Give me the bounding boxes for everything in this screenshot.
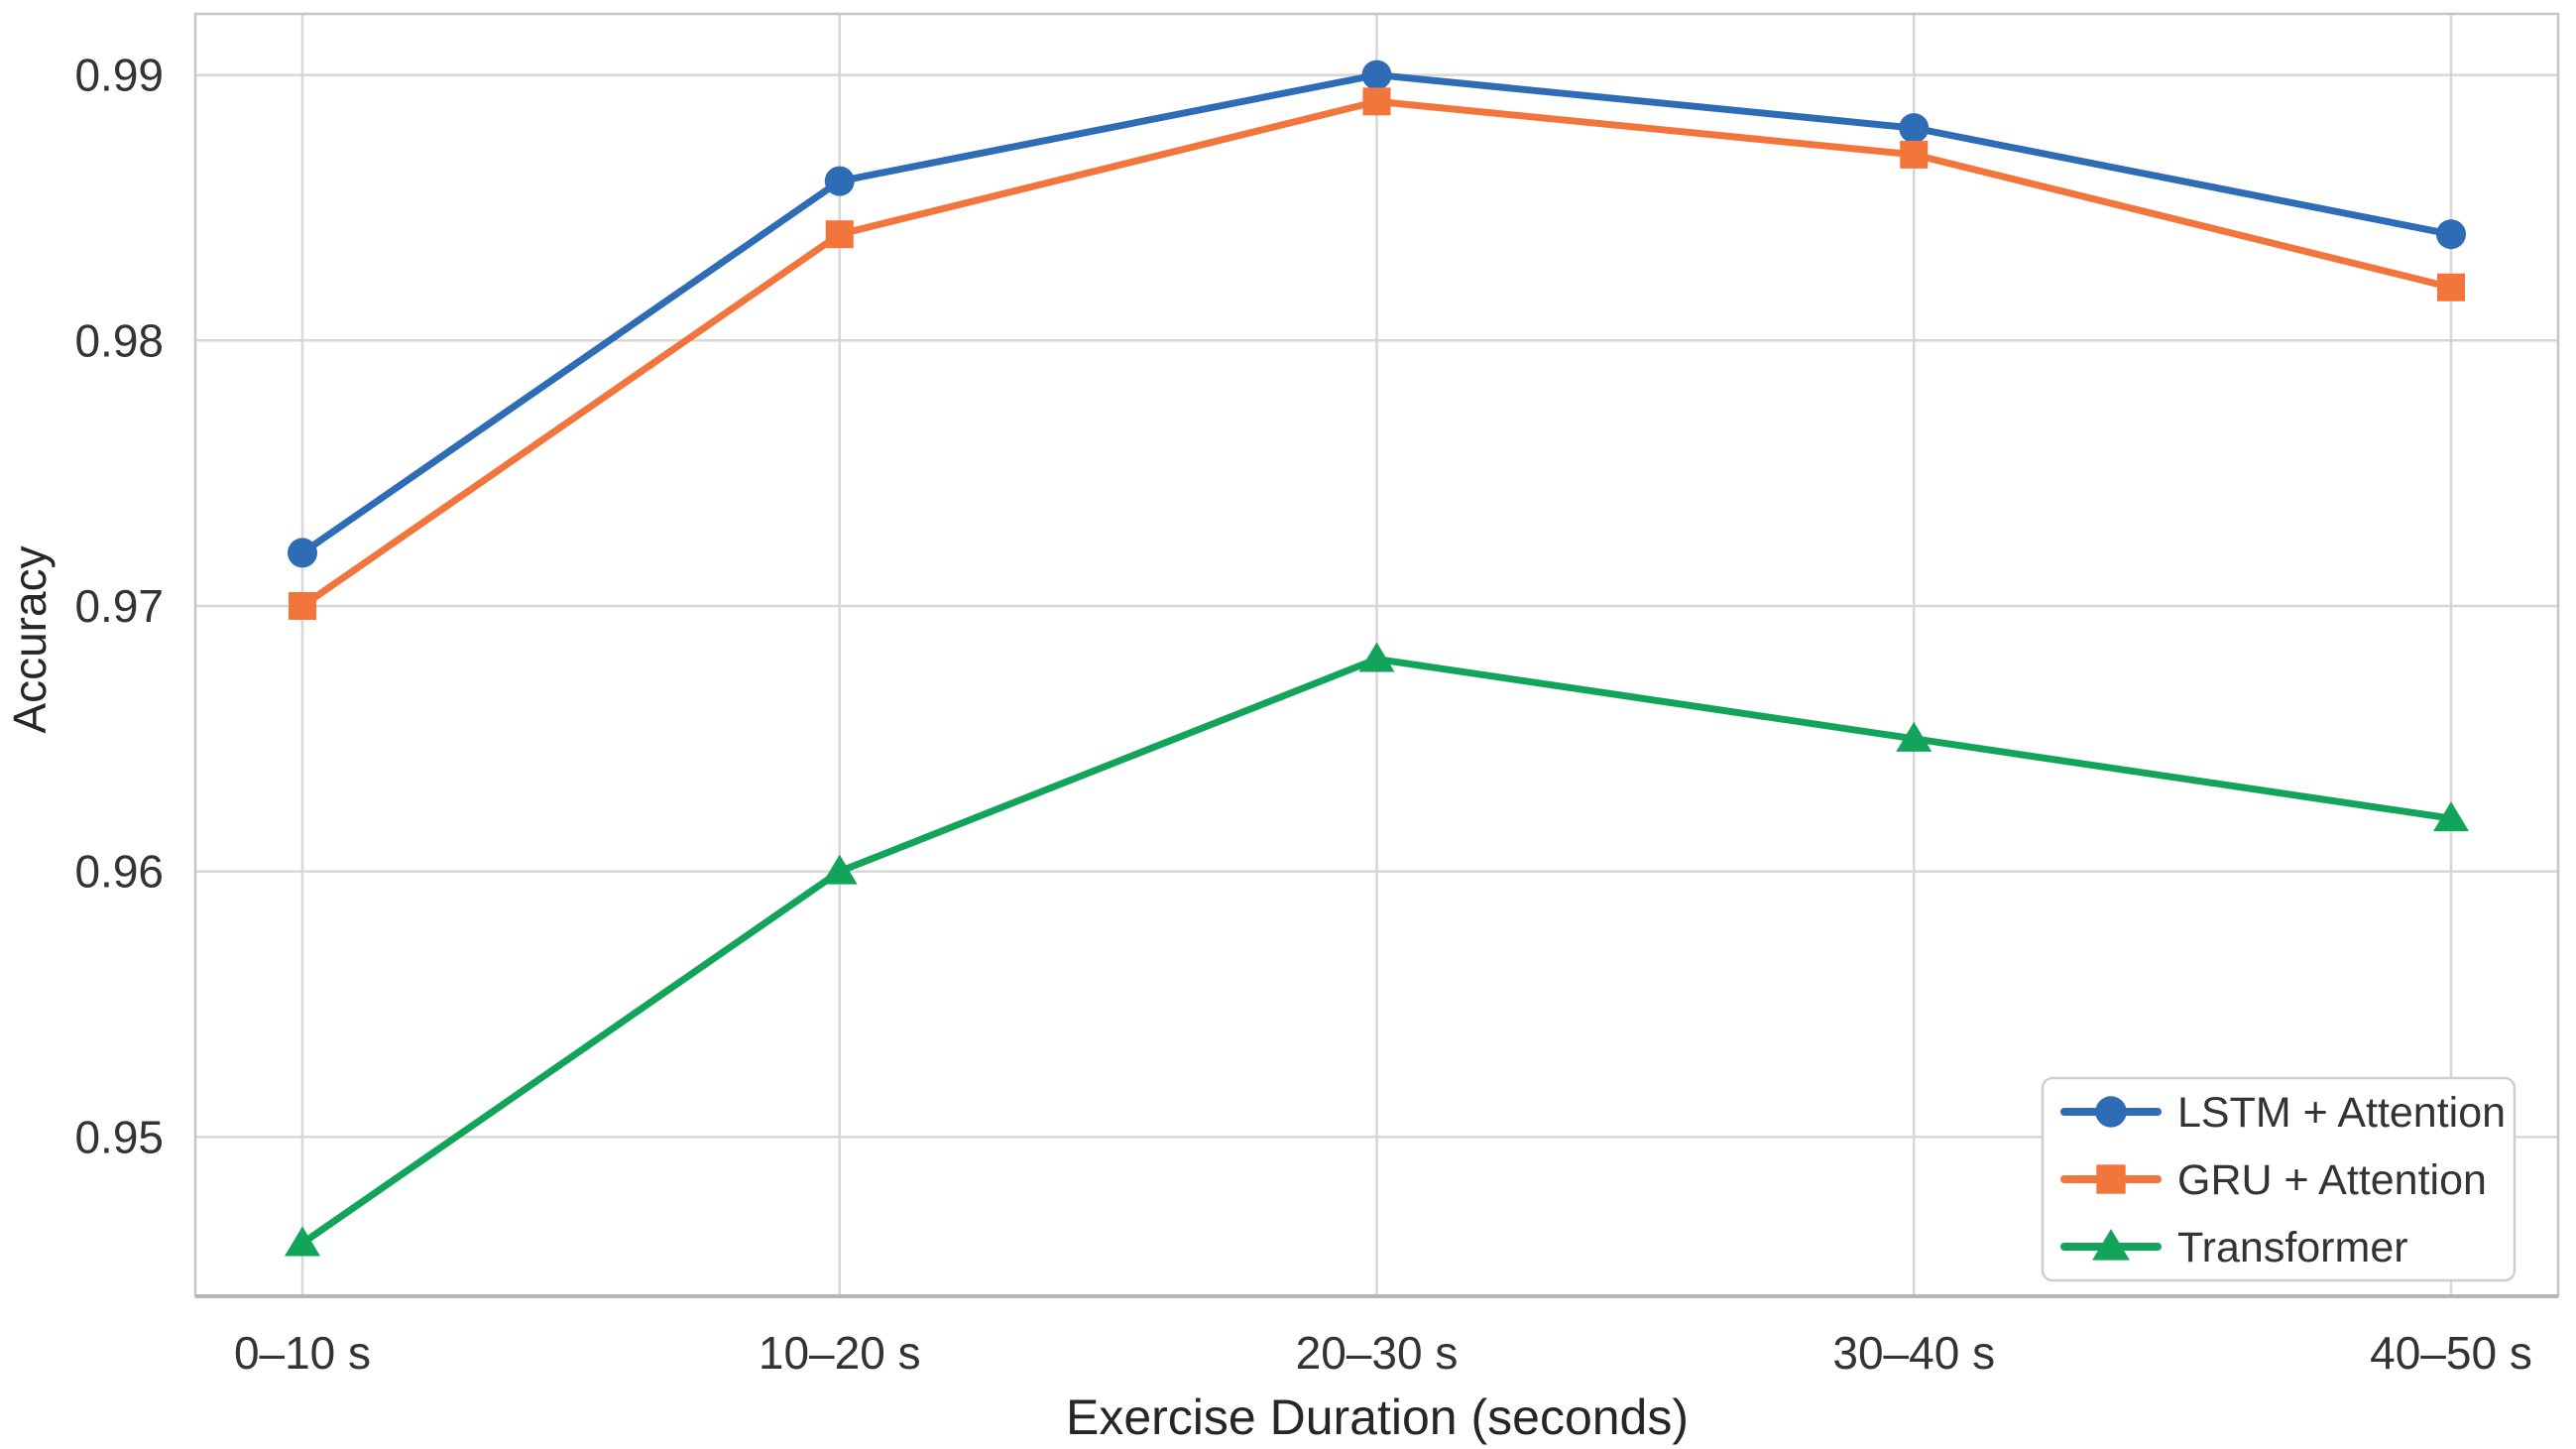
triangle-marker-icon bbox=[285, 1226, 320, 1257]
circle-marker-icon bbox=[1361, 60, 1392, 90]
y-axis-label: Accuracy bbox=[4, 545, 56, 733]
triangle-marker-icon bbox=[2433, 801, 2469, 832]
y-tick-label: 0.98 bbox=[74, 314, 164, 366]
legend-item-label: Transformer bbox=[2177, 1224, 2408, 1271]
legend-item-transformer: Transformer bbox=[2060, 1224, 2408, 1271]
square-marker-icon bbox=[2437, 273, 2465, 302]
square-marker-icon bbox=[1900, 140, 1929, 169]
circle-marker-icon bbox=[824, 166, 855, 196]
y-tick-label: 0.97 bbox=[74, 580, 164, 632]
square-marker-icon bbox=[1362, 87, 1391, 116]
circle-marker-icon bbox=[288, 538, 317, 568]
circle-marker-icon bbox=[2095, 1096, 2127, 1128]
x-tick-label: 40–50 s bbox=[2370, 1327, 2532, 1379]
triangle-marker-icon bbox=[1358, 642, 1395, 672]
y-tick-label: 0.95 bbox=[74, 1111, 164, 1162]
plot-frame bbox=[193, 12, 2560, 1298]
axis-tick-labels: 0.95 0.96 0.97 0.98 0.99 0–10 s 10–20 s 20–30 s… bbox=[74, 50, 2531, 1379]
legend-box bbox=[2041, 1076, 2517, 1282]
x-tick-label: 0–10 s bbox=[234, 1327, 371, 1379]
legend: LSTM + Attention GRU + Attention Transform… bbox=[2041, 1076, 2517, 1282]
legend-item-label: GRU + Attention bbox=[2177, 1156, 2487, 1204]
x-tick-label: 30–40 s bbox=[1832, 1327, 1995, 1379]
triangle-marker-icon bbox=[2092, 1229, 2130, 1261]
gridlines bbox=[195, 14, 2558, 1296]
legend-item-gru-attention: GRU + Attention bbox=[2060, 1156, 2487, 1204]
square-marker-icon bbox=[2096, 1164, 2126, 1194]
y-tick-label: 0.99 bbox=[74, 50, 164, 101]
square-marker-icon bbox=[825, 220, 854, 249]
x-tick-label: 10–20 s bbox=[759, 1327, 921, 1379]
x-tick-label: 20–30 s bbox=[1296, 1327, 1459, 1379]
x-axis-label: Exercise Duration (seconds) bbox=[1066, 1389, 1689, 1445]
y-tick-label: 0.96 bbox=[74, 846, 164, 898]
circle-marker-icon bbox=[2436, 219, 2466, 250]
triangle-marker-icon bbox=[1896, 721, 1932, 752]
data-series bbox=[285, 60, 2469, 1257]
square-marker-icon bbox=[289, 591, 316, 620]
circle-marker-icon bbox=[1899, 113, 1930, 144]
legend-item-lstm-attention: LSTM + Attention bbox=[2060, 1089, 2506, 1137]
legend-item-label: LSTM + Attention bbox=[2177, 1089, 2506, 1137]
series-gru-attention bbox=[289, 87, 2465, 620]
series-lstm-attention bbox=[288, 60, 2466, 568]
triangle-marker-icon bbox=[821, 854, 858, 885]
series-transformer bbox=[285, 642, 2469, 1257]
